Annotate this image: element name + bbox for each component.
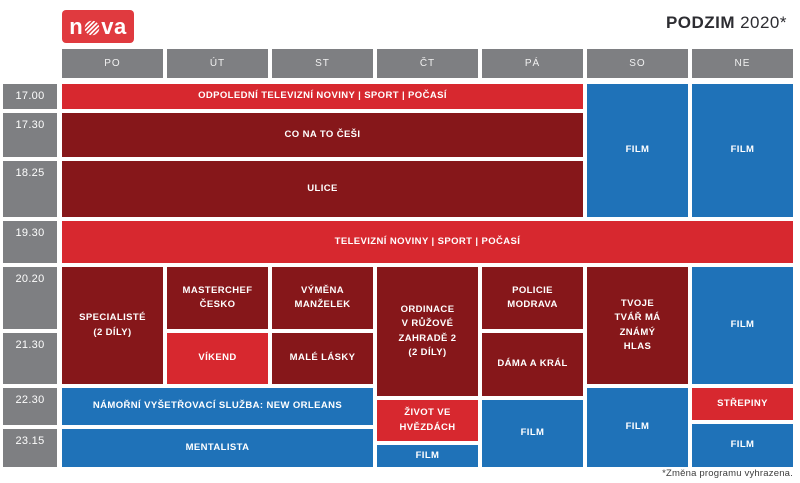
program-block: NÁMOŘNÍ VYŠETŘOVACÍ SLUŽBA: NEW ORLEANS [62,388,373,425]
time-label-18-25: 18.25 [3,161,57,217]
program-block: FILM [482,400,583,467]
day-header-6: NE [692,49,793,78]
day-header-1: ÚT [167,49,268,78]
day-header-5: SO [587,49,688,78]
program-block: FILM [587,388,688,467]
program-block: VÍKEND [167,333,268,384]
program-block: TELEVIZNÍ NOVINY | SPORT | POČASÍ [62,221,793,263]
program-block: MALÉ LÁSKY [272,333,373,384]
logo-text-right: va [101,13,127,39]
day-header-0: PO [62,49,163,78]
time-label-23-15: 23.15 [3,429,57,467]
program-block: STŘEPINY [692,388,793,420]
program-block: CO NA TO ČEŠI [62,113,583,157]
program-block: FILM [692,84,793,217]
program-block: TVOJE TVÁŘ MÁ ZNÁMÝ HLAS [587,267,688,384]
program-block: ŽIVOT VE HVĚZDÁCH [377,400,478,441]
nova-o-icon [84,20,100,36]
title-season: PODZIM [665,13,736,32]
program-block: FILM [377,445,478,467]
time-label-21-30: 21.30 [3,333,57,384]
day-header-2: ST [272,49,373,78]
program-block: MENTALISTA [62,429,373,467]
program-block: DÁMA A KRÁL [482,333,583,396]
program-block: ODPOLEDNÍ TELEVIZNÍ NOVINY | SPORT | POČ… [62,84,583,109]
time-label-22-30: 22.30 [3,388,57,425]
program-block: MASTERCHEF ČESKO [167,267,268,329]
time-label-17-30: 17.30 [3,113,57,157]
program-block: FILM [587,84,688,217]
program-block: FILM [692,267,793,384]
program-block: VÝMĚNA MANŽELEK [272,267,373,329]
program-block: SPECIALISTÉ (2 DÍLY) [62,267,163,384]
logo-text-left: n [69,13,84,39]
program-block: ULICE [62,161,583,217]
time-label-20-20: 20.20 [3,267,57,329]
day-header-3: ČT [377,49,478,78]
title-year: 2020* [740,13,787,32]
program-block: FILM [692,424,793,467]
time-label-19-30: 19.30 [3,221,57,263]
time-label-17-00: 17.00 [3,84,57,109]
program-block: ORDINACE V RŮŽOVÉ ZAHRADĚ 2 (2 DÍLY) [377,267,478,396]
program-block: POLICIE MODRAVA [482,267,583,329]
day-header-4: PÁ [482,49,583,78]
nova-logo: n va [62,10,134,43]
page-title: PODZIM 2020* [666,13,787,33]
footnote: *Změna programu vyhrazena. [662,468,793,479]
